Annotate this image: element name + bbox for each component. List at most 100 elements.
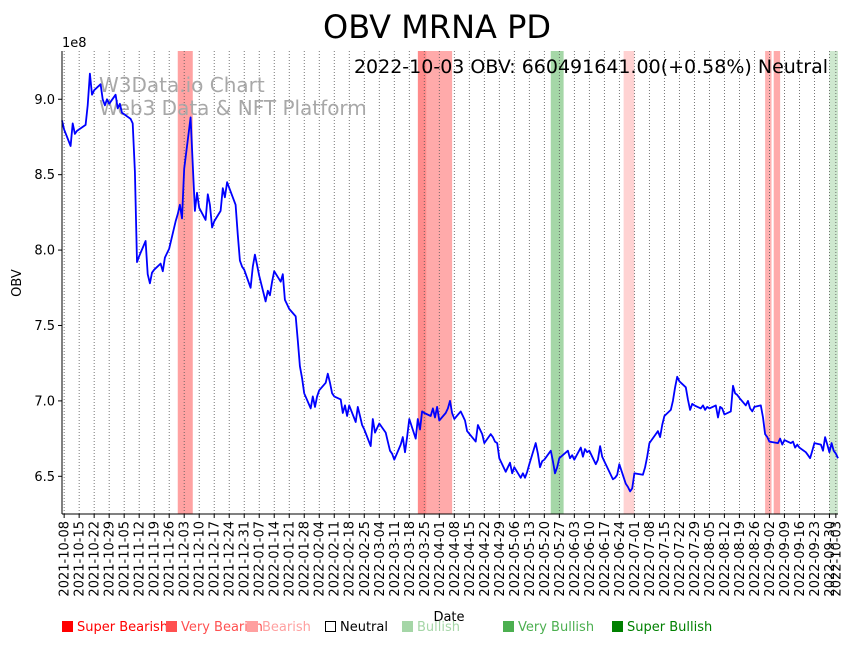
x-tick-label: 2022-06-03 bbox=[568, 521, 583, 597]
x-tick-label: 2022-05-27 bbox=[553, 521, 568, 597]
legend-item-neutral: Neutral bbox=[325, 620, 388, 635]
x-tick-label: 2021-10-08 bbox=[58, 521, 73, 597]
y-tick-label: 9.0 bbox=[34, 93, 55, 108]
legend-swatch bbox=[503, 621, 514, 632]
legend-swatch bbox=[325, 621, 336, 632]
x-tick-label: 2022-09-23 bbox=[808, 521, 823, 597]
legend-item-very-bullish: Very Bullish bbox=[503, 620, 594, 635]
x-tick-label: 2022-07-01 bbox=[628, 521, 643, 597]
chart-title: OBV MRNA PD bbox=[323, 8, 551, 46]
legend-label: Bearish bbox=[262, 620, 311, 635]
legend-label: Super Bearish bbox=[77, 620, 169, 635]
x-tick-label: 2021-12-17 bbox=[208, 521, 223, 597]
x-tick-label: 2021-10-29 bbox=[103, 521, 118, 597]
band-very-bullish bbox=[550, 51, 564, 514]
legend-item-bullish: Bullish bbox=[402, 620, 460, 635]
band-very-bearish bbox=[773, 51, 781, 514]
legend-label: Neutral bbox=[340, 620, 388, 635]
x-tick-label: 2022-05-06 bbox=[508, 521, 523, 597]
x-tick-label: 2022-07-08 bbox=[643, 521, 658, 597]
x-tick-label: 2022-04-01 bbox=[433, 521, 448, 597]
band-very-bearish bbox=[765, 51, 772, 514]
x-tick-label: 2022-07-15 bbox=[658, 521, 673, 597]
y-tick-label: 7.5 bbox=[34, 319, 55, 334]
x-tick-label: 2022-06-17 bbox=[598, 521, 613, 597]
x-tick-label: 2022-06-24 bbox=[613, 521, 628, 597]
x-tick-label: 2022-07-22 bbox=[673, 521, 688, 597]
x-tick-label: 2021-10-22 bbox=[88, 521, 103, 597]
x-tick-label: 2021-11-05 bbox=[118, 521, 133, 597]
x-tick-label: 2022-01-14 bbox=[268, 521, 283, 597]
legend-item-bearish: Bearish bbox=[247, 620, 311, 635]
legend-swatch bbox=[62, 621, 73, 632]
watermark-line-1: W3Data.io Chart bbox=[99, 73, 265, 97]
x-tick-label: 2022-03-04 bbox=[373, 521, 388, 597]
x-tick-label: 2022-03-11 bbox=[388, 521, 403, 597]
x-tick-label: 2022-09-30 bbox=[823, 521, 838, 597]
sentiment-bands bbox=[177, 51, 838, 514]
x-tick-label: 2022-04-15 bbox=[463, 521, 478, 597]
y-tick-label: 8.5 bbox=[34, 168, 55, 183]
x-tick-label: 2022-07-29 bbox=[688, 521, 703, 597]
x-tick-label: 2022-08-05 bbox=[703, 521, 718, 597]
legend-swatch bbox=[402, 621, 413, 632]
x-tick-label: 2022-03-25 bbox=[418, 521, 433, 597]
legend-label: Super Bullish bbox=[627, 620, 713, 635]
x-tick-label: 2022-04-08 bbox=[448, 521, 463, 597]
x-tick-label: 2022-01-21 bbox=[283, 521, 298, 597]
band-bearish bbox=[623, 51, 635, 514]
legend-item-super-bullish: Super Bullish bbox=[612, 620, 712, 635]
band-very-bearish bbox=[177, 51, 193, 514]
x-ticks: 2021-10-08 2021-10-15 2021-10-22 2021-10-29… bbox=[58, 514, 844, 597]
legend-swatch bbox=[612, 621, 623, 632]
x-tick-label: 2022-03-18 bbox=[403, 521, 418, 597]
x-tick-label: 2022-04-22 bbox=[478, 521, 493, 597]
x-tick-label: 2022-02-04 bbox=[313, 521, 328, 597]
legend-swatch bbox=[247, 621, 258, 632]
obv-series-line bbox=[61, 72, 839, 493]
x-tick-label: 2022-01-28 bbox=[298, 521, 313, 597]
band-super-bearish bbox=[417, 51, 427, 514]
legend-label: Very Bullish bbox=[518, 620, 595, 635]
x-tick-label: 2022-08-19 bbox=[733, 521, 748, 597]
y-ticks: 6.5 7.0 7.5 8.0 8.5 9.0 bbox=[34, 93, 62, 485]
band-bullish bbox=[829, 51, 838, 514]
x-tick-label: 2022-09-16 bbox=[793, 521, 808, 597]
x-tick-label: 2022-02-18 bbox=[343, 521, 358, 597]
x-tick-label: 2021-12-24 bbox=[223, 521, 238, 597]
x-tick-label: 2022-02-25 bbox=[358, 521, 373, 597]
legend-item-very-bearish: Very Bearish bbox=[166, 620, 263, 635]
watermark: W3Data.io Chart Web3 Data & NFT Platform bbox=[99, 73, 367, 120]
y-tick-label: 7.0 bbox=[34, 394, 55, 409]
y-tick-label: 8.0 bbox=[34, 244, 55, 259]
legend-label: Very Bearish bbox=[181, 620, 263, 635]
latest-value-annotation: 2022-10-03 OBV: 660491641.00(+0.58%) Neu… bbox=[354, 56, 828, 78]
x-tick-label: 2021-12-31 bbox=[238, 521, 253, 597]
axes bbox=[61, 51, 838, 515]
y-axis-label: OBV bbox=[10, 269, 25, 297]
x-tick-label: 2021-12-03 bbox=[178, 521, 193, 597]
x-tick-label: 2022-08-12 bbox=[718, 521, 733, 597]
x-tick-label: 2022-05-20 bbox=[538, 521, 553, 597]
legend-item-super-bearish: Super Bearish bbox=[62, 620, 168, 635]
x-axis-label: Date bbox=[433, 610, 464, 625]
x-tick-label: 2022-02-11 bbox=[328, 521, 343, 597]
watermark-line-2: Web3 Data & NFT Platform bbox=[99, 96, 367, 120]
x-tick-label: 2022-01-07 bbox=[253, 521, 268, 597]
x-tick-label: 2021-11-26 bbox=[163, 521, 178, 597]
x-tick-label: 2021-11-12 bbox=[133, 521, 148, 597]
x-tick-label: 2022-06-10 bbox=[583, 521, 598, 597]
x-tick-label: 2022-09-09 bbox=[778, 521, 793, 597]
series-layer bbox=[61, 72, 839, 493]
x-tick-label: 2022-08-26 bbox=[748, 521, 763, 597]
legend-label: Bullish bbox=[417, 620, 461, 635]
y-tick-label: 6.5 bbox=[34, 470, 55, 485]
y-multiplier-label: 1e8 bbox=[62, 36, 87, 51]
x-tick-label: 2022-10-03 bbox=[829, 521, 844, 597]
vertical-gridlines bbox=[63, 51, 837, 514]
legend-swatch bbox=[166, 621, 177, 632]
legend: Super Bearish Very Bearish Bearish Neutral B… bbox=[62, 620, 852, 640]
x-tick-label: 2022-05-13 bbox=[523, 521, 538, 597]
